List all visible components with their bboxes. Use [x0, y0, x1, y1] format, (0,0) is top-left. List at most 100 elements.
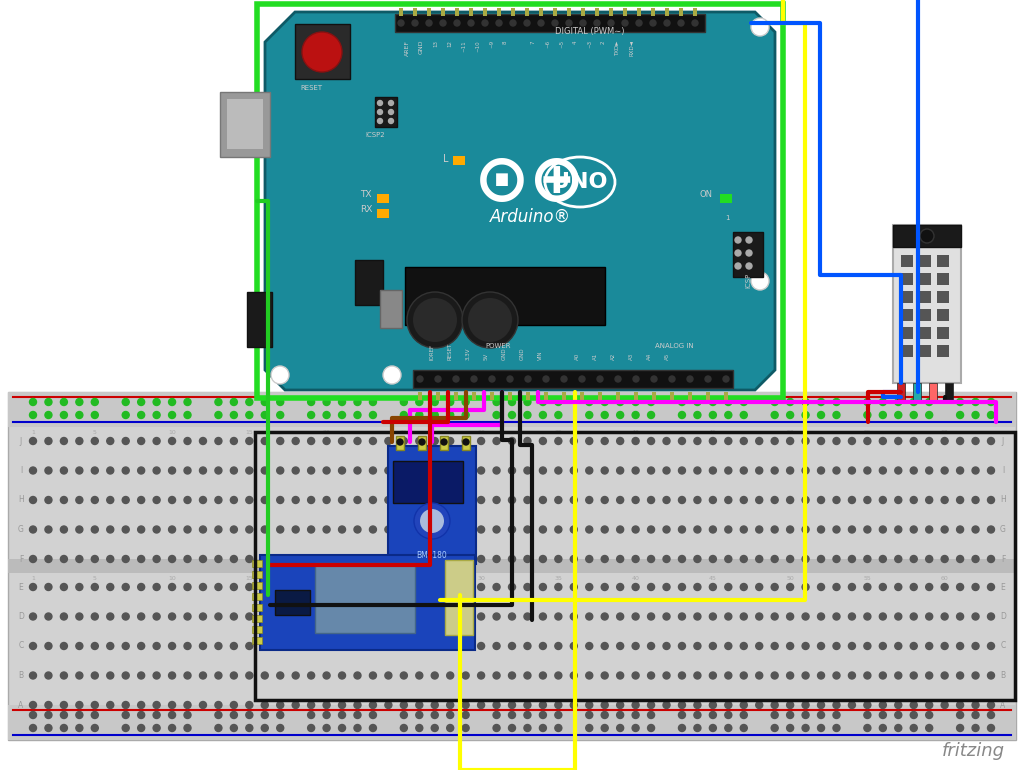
Circle shape [972, 399, 979, 406]
Text: 15: 15 [246, 430, 253, 434]
Bar [8, 559, 1016, 573]
Circle shape [895, 584, 902, 591]
Circle shape [864, 467, 870, 474]
Circle shape [601, 399, 608, 406]
Circle shape [462, 725, 469, 731]
Circle shape [817, 437, 824, 444]
Circle shape [184, 701, 191, 708]
Circle shape [154, 613, 160, 620]
Circle shape [215, 701, 222, 708]
Circle shape [184, 711, 191, 718]
Circle shape [570, 526, 578, 533]
Text: 30: 30 [477, 575, 485, 581]
Circle shape [895, 555, 902, 563]
Circle shape [651, 376, 657, 382]
Circle shape [246, 555, 253, 563]
Circle shape [122, 701, 129, 708]
Circle shape [76, 584, 83, 591]
Bar [511, 8, 515, 16]
Text: H: H [1000, 496, 1006, 504]
Circle shape [400, 497, 408, 504]
Circle shape [400, 725, 408, 731]
Circle shape [106, 555, 114, 563]
Circle shape [230, 672, 238, 679]
Text: 15: 15 [246, 575, 253, 581]
Circle shape [601, 642, 608, 650]
Circle shape [694, 437, 700, 444]
Circle shape [215, 526, 222, 533]
Circle shape [956, 672, 964, 679]
Circle shape [184, 613, 191, 620]
Circle shape [420, 509, 444, 533]
Circle shape [632, 411, 639, 419]
Circle shape [601, 672, 608, 679]
Text: ~3: ~3 [587, 40, 592, 48]
Bar [252, 637, 262, 644]
Circle shape [215, 467, 222, 474]
Circle shape [956, 399, 964, 406]
Circle shape [354, 672, 361, 679]
Circle shape [555, 584, 562, 591]
Circle shape [385, 467, 392, 474]
Circle shape [926, 526, 933, 533]
Circle shape [169, 672, 175, 679]
Circle shape [446, 497, 454, 504]
Circle shape [972, 526, 979, 533]
Circle shape [509, 584, 515, 591]
Circle shape [45, 411, 52, 419]
Text: 45: 45 [709, 575, 717, 581]
Circle shape [849, 672, 855, 679]
Circle shape [586, 467, 593, 474]
Circle shape [169, 613, 175, 620]
Circle shape [441, 439, 447, 445]
Circle shape [956, 411, 964, 419]
Circle shape [339, 411, 345, 419]
Circle shape [694, 642, 700, 650]
Circle shape [60, 701, 68, 708]
Circle shape [910, 526, 918, 533]
Circle shape [540, 642, 547, 650]
Circle shape [106, 701, 114, 708]
Circle shape [230, 411, 238, 419]
Circle shape [849, 613, 855, 620]
Circle shape [632, 399, 639, 406]
Circle shape [370, 584, 377, 591]
Bar [937, 255, 949, 267]
Text: A1: A1 [593, 353, 598, 360]
Circle shape [849, 497, 855, 504]
Circle shape [540, 584, 547, 591]
Circle shape [354, 526, 361, 533]
Circle shape [431, 584, 438, 591]
Circle shape [740, 411, 748, 419]
Circle shape [552, 20, 558, 26]
Circle shape [509, 711, 515, 718]
Bar [634, 392, 638, 400]
Circle shape [91, 711, 98, 718]
Circle shape [416, 467, 423, 474]
Bar [616, 392, 620, 400]
Circle shape [710, 467, 717, 474]
Bar [937, 345, 949, 357]
Circle shape [802, 497, 809, 504]
Circle shape [215, 613, 222, 620]
Circle shape [261, 711, 268, 718]
Circle shape [941, 701, 948, 708]
Circle shape [30, 725, 37, 731]
Circle shape [756, 701, 763, 708]
Circle shape [261, 672, 268, 679]
Circle shape [431, 711, 438, 718]
Text: 30: 30 [477, 430, 485, 434]
Circle shape [169, 555, 175, 563]
Bar [919, 309, 931, 321]
Circle shape [864, 725, 870, 731]
Circle shape [246, 672, 253, 679]
Circle shape [725, 613, 732, 620]
Circle shape [540, 711, 547, 718]
Bar [919, 327, 931, 339]
Circle shape [307, 467, 314, 474]
Circle shape [647, 467, 654, 474]
Text: A5: A5 [665, 353, 670, 360]
Bar [937, 291, 949, 303]
Bar [893, 225, 961, 247]
Circle shape [570, 497, 578, 504]
